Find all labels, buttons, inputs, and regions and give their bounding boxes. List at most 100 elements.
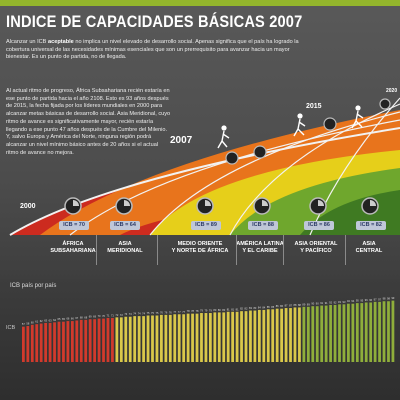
bar-value-label: 80	[218, 308, 221, 312]
bar-value-label: 73	[129, 312, 132, 316]
year-2007-label: 2007	[170, 135, 193, 146]
country-bar	[280, 308, 283, 362]
country-bar	[217, 312, 221, 362]
region-name-line1: MEDIO ORIENTE	[177, 241, 223, 247]
icb-badge-asia-oriental: ICB = 86	[304, 221, 334, 230]
country-bar	[195, 313, 199, 362]
country-bar	[39, 323, 43, 362]
region-name-line1: ÁFRICA	[62, 241, 84, 247]
country-bar	[338, 304, 341, 362]
bar-value-label: 93	[343, 300, 346, 304]
intro-prefix: Alcanzar un ICB	[6, 39, 48, 45]
country-bar	[204, 313, 208, 362]
bar-value-label: 81	[227, 307, 230, 311]
bar-value-label: 89	[307, 302, 310, 306]
country-bar	[35, 324, 39, 362]
bar-value-label: 69	[93, 315, 96, 319]
region-name-line1: ASIA ORIENTAL	[294, 241, 338, 247]
icb-badge-africa-subsahariana: ICB = 70	[59, 221, 89, 230]
icb-badge-asia-central: ICB = 82	[356, 221, 386, 230]
region-divider	[157, 235, 158, 265]
bar-value-label: 60	[31, 320, 34, 324]
bar-value-label: 69	[89, 315, 92, 319]
track-lane-line-4	[229, 103, 400, 236]
bar-value-label: 96	[365, 298, 368, 302]
country-bar	[97, 318, 101, 362]
bar-value-label: 88	[298, 303, 301, 307]
country-bar	[347, 303, 350, 362]
country-bar	[79, 319, 83, 362]
country-bar	[70, 321, 74, 362]
bar-value-label: 63	[49, 318, 52, 322]
country-bar	[137, 316, 141, 362]
country-bar	[351, 303, 355, 362]
bar-value-label: 92	[334, 300, 337, 304]
bar-value-label: 75	[147, 311, 150, 315]
bar-value-label: 78	[187, 309, 190, 313]
bar-value-label: 76	[169, 310, 172, 314]
country-bar	[26, 326, 30, 362]
bar-value-label: 96	[369, 298, 372, 302]
bar-value-label: 90	[316, 302, 319, 306]
bar-value-label: 87	[285, 304, 288, 308]
bar-value-label: 93	[338, 300, 341, 304]
top-accent-bar	[0, 0, 400, 6]
country-bar	[200, 313, 203, 362]
bar-value-label: 80	[222, 308, 225, 312]
country-bar	[373, 301, 377, 362]
country-bar	[257, 309, 261, 362]
country-bar	[62, 321, 65, 362]
country-bar	[231, 311, 235, 362]
intro-text: Alcanzar un ICB aceptable no implica un …	[6, 39, 306, 62]
country-bar	[369, 302, 373, 362]
bar-value-label: 61	[35, 320, 38, 324]
country-bar	[182, 314, 186, 362]
country-bar-chart: ICB 57 58 60 61 62 63 63 64 65 65 66 66 67 68 68 69 69 70…	[6, 296, 395, 362]
icb-badge-asia-meridional: ICB = 64	[110, 221, 140, 230]
bar-value-label: 95	[356, 299, 359, 303]
stopwatch-icon	[64, 197, 82, 215]
country-bar	[177, 314, 181, 362]
runner-icon	[217, 125, 230, 149]
region-label-asia-meridional: ASIA MERIDIONAL	[90, 241, 160, 256]
bar-value-label: 71	[111, 313, 114, 317]
country-bar	[284, 308, 288, 362]
country-bar	[235, 311, 239, 362]
country-bar	[391, 300, 395, 362]
country-bar	[53, 322, 56, 362]
country-bar	[168, 314, 172, 362]
year-2020-label: 2020	[386, 88, 397, 94]
bar-value-label: 90	[311, 302, 314, 306]
y-axis-label: ICB	[6, 325, 16, 331]
region-label-africa-subsahariana: ÁFRICA SUBSAHARIANA	[38, 241, 108, 256]
year-2015-label: 2015	[306, 103, 322, 110]
stopwatch-icon	[323, 117, 337, 131]
stopwatch-icon	[309, 197, 327, 215]
country-bar	[311, 306, 315, 362]
country-bar	[240, 311, 243, 362]
region-name-line2: Y NORTE DE ÁFRICA	[171, 248, 229, 255]
bar-value-label: 65	[62, 317, 65, 321]
bar-value-label: 82	[245, 307, 248, 311]
country-bar	[342, 304, 346, 362]
bar-value-label: 66	[71, 317, 74, 321]
region-label-asia-central: ASIA CENTRAL	[338, 241, 400, 256]
bar-value-label: 66	[66, 317, 69, 321]
country-bar	[133, 316, 137, 362]
region-name-line1: AMÉRICA LATINA	[236, 241, 284, 247]
country-bar	[151, 315, 154, 362]
country-bar	[222, 312, 226, 362]
bar-value-label: 94	[351, 299, 354, 303]
bar-value-label: 77	[182, 310, 185, 314]
stopwatch-icon	[379, 98, 391, 110]
bar-value-label: 85	[267, 305, 270, 309]
country-bar	[266, 309, 270, 362]
bar-value-label: 98	[387, 297, 390, 301]
country-bar	[315, 306, 319, 362]
bar-value-label: 64	[53, 318, 56, 322]
country-bar	[378, 301, 381, 362]
bar-value-label: 83	[249, 306, 252, 310]
bar-value-label: 72	[115, 313, 118, 317]
country-bar	[360, 303, 364, 362]
